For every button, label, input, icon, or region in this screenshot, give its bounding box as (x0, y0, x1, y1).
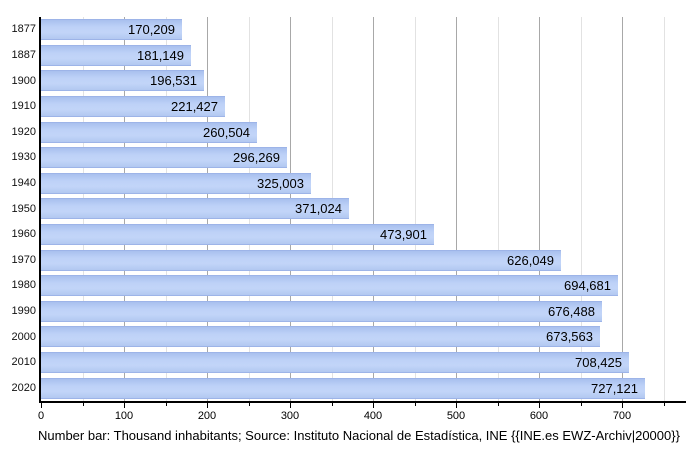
y-axis-label: 2020 (11, 381, 36, 394)
bar: 676,488 (41, 300, 602, 322)
x-axis-line (39, 401, 686, 403)
bar: 260,504 (41, 121, 257, 143)
bar-row: 181,149 (41, 43, 686, 69)
bar: 673,563 (41, 326, 600, 348)
x-axis-tick-minor (581, 403, 582, 406)
x-axis-tick-minor (332, 403, 333, 406)
bar: 221,427 (41, 96, 225, 118)
x-axis-tick-major (41, 403, 42, 408)
x-axis-tick-minor (415, 403, 416, 406)
gridline-minor (415, 17, 416, 401)
bar-row: 676,488 (41, 299, 686, 325)
bar-row: 170,209 (41, 17, 686, 43)
bar-row: 260,504 (41, 119, 686, 145)
bar: 325,003 (41, 172, 311, 194)
x-axis-tick-minor (664, 403, 665, 406)
bar-row: 708,425 (41, 350, 686, 376)
bar-row: 727,121 (41, 375, 686, 401)
x-axis-tick-major (373, 403, 374, 408)
y-axis-label: 1900 (11, 74, 36, 87)
bar-row: 473,901 (41, 222, 686, 248)
bar-value-label: 727,121 (591, 380, 638, 396)
bar-value-label: 221,427 (171, 99, 218, 115)
bar-value-label: 708,425 (575, 355, 622, 371)
x-axis-tick-label: 200 (197, 410, 217, 422)
y-axis-line (39, 17, 41, 403)
y-axis-label: 2000 (11, 330, 36, 343)
bar-value-label: 694,681 (564, 278, 611, 294)
gridline-minor (581, 17, 582, 401)
bar-row: 221,427 (41, 94, 686, 120)
x-axis-tick-label: 400 (363, 410, 383, 422)
x-axis-tick-label: 300 (280, 410, 300, 422)
y-axis-label: 2010 (11, 356, 36, 369)
bar: 694,681 (41, 275, 618, 297)
x-axis-tick-major (207, 403, 208, 408)
bar-value-label: 626,049 (507, 252, 554, 268)
bar: 196,531 (41, 70, 204, 92)
bar: 626,049 (41, 249, 561, 271)
bar-value-label: 676,488 (548, 303, 595, 319)
y-axis-label: 1910 (11, 100, 36, 113)
bar-row: 694,681 (41, 273, 686, 299)
x-axis-tick-minor (249, 403, 250, 406)
bar: 473,901 (41, 224, 434, 246)
bar: 181,149 (41, 44, 191, 66)
y-axis-label: 1920 (11, 125, 36, 138)
x-axis-tick-major (622, 403, 623, 408)
y-axis-label: 1877 (11, 23, 36, 36)
x-axis-tick-major (124, 403, 125, 408)
x-axis-tick-label: 100 (114, 410, 134, 422)
x-axis-tick-minor (166, 403, 167, 406)
y-axis-label: 1990 (11, 304, 36, 317)
bar-value-label: 196,531 (150, 73, 197, 89)
bar-row: 626,049 (41, 247, 686, 273)
gridline-major (373, 17, 374, 401)
bar: 170,209 (41, 19, 182, 41)
bar-row: 325,003 (41, 171, 686, 197)
gridline-minor (664, 17, 665, 401)
y-axis-label: 1970 (11, 253, 36, 266)
bar-value-label: 296,269 (233, 150, 280, 166)
bar-value-label: 673,563 (546, 329, 593, 345)
bar-value-label: 181,149 (137, 47, 184, 63)
y-axis-label: 1980 (11, 279, 36, 292)
x-axis-tick-minor (83, 403, 84, 406)
plot-area: 170,209 181,149 196,531 221,427 260,504 296,2… (41, 17, 686, 401)
y-axis-label: 1960 (11, 228, 36, 241)
bar-value-label: 473,901 (380, 227, 427, 243)
bar-row: 196,531 (41, 68, 686, 94)
x-axis-tick-label: 700 (612, 410, 632, 422)
x-axis-tick-label: 600 (529, 410, 549, 422)
caption: Number bar: Thousand inhabitants; Source… (38, 428, 680, 443)
bar: 296,269 (41, 147, 287, 169)
y-axis-label: 1887 (11, 48, 36, 61)
gridline-major (456, 17, 457, 401)
bar: 708,425 (41, 352, 629, 374)
y-axis-label: 1930 (11, 151, 36, 164)
bar: 371,024 (41, 198, 349, 220)
bar: 727,121 (41, 377, 645, 399)
gridline-minor (498, 17, 499, 401)
bar-value-label: 170,209 (128, 22, 175, 38)
bar-value-label: 371,024 (295, 201, 342, 217)
x-axis-tick-label: 500 (446, 410, 466, 422)
gridline-major (539, 17, 540, 401)
bar-value-label: 325,003 (257, 175, 304, 191)
y-axis-label: 1940 (11, 176, 36, 189)
bar-row: 673,563 (41, 324, 686, 350)
gridline-major (622, 17, 623, 401)
x-axis-tick-minor (498, 403, 499, 406)
bar-value-label: 260,504 (203, 124, 250, 140)
x-axis-tick-label: 0 (37, 410, 45, 422)
bar-row: 296,269 (41, 145, 686, 171)
bar-row: 371,024 (41, 196, 686, 222)
x-axis-tick-major (290, 403, 291, 408)
x-axis-tick-major (539, 403, 540, 408)
x-axis-tick-major (456, 403, 457, 408)
y-axis-label: 1950 (11, 202, 36, 215)
